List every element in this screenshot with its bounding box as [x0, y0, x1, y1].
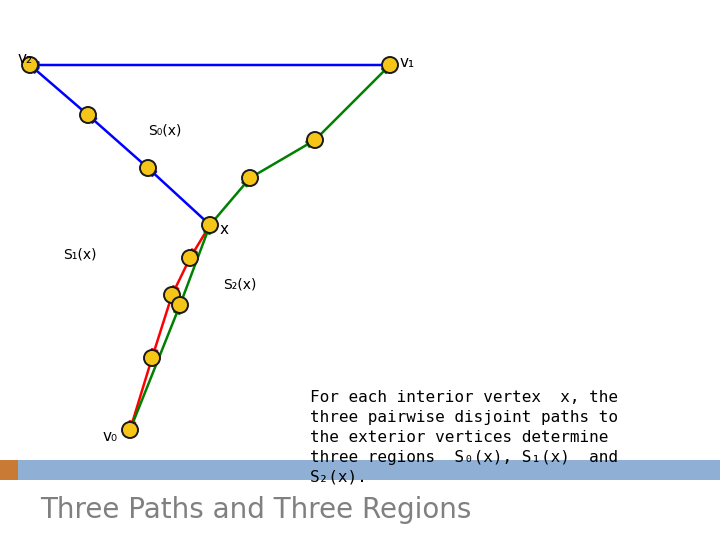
- Text: S₀(x): S₀(x): [148, 123, 181, 137]
- Text: v₂: v₂: [17, 51, 32, 66]
- Circle shape: [122, 422, 138, 438]
- Circle shape: [22, 57, 38, 73]
- Circle shape: [242, 170, 258, 186]
- Circle shape: [172, 297, 188, 313]
- Text: the exterior vertices determine: the exterior vertices determine: [310, 430, 608, 445]
- Circle shape: [144, 350, 160, 366]
- Circle shape: [182, 250, 198, 266]
- Text: S₂(x).: S₂(x).: [310, 470, 368, 485]
- Circle shape: [307, 132, 323, 148]
- Text: S₁(x): S₁(x): [63, 248, 96, 262]
- Text: x: x: [220, 221, 229, 237]
- Text: S₂(x): S₂(x): [223, 278, 257, 292]
- Bar: [0, 460, 720, 480]
- Text: three pairwise disjoint paths to: three pairwise disjoint paths to: [310, 410, 618, 425]
- Text: three regions  S₀(x), S₁(x)  and: three regions S₀(x), S₁(x) and: [310, 450, 618, 465]
- Text: v₁: v₁: [400, 55, 415, 70]
- Circle shape: [80, 107, 96, 123]
- Circle shape: [140, 160, 156, 176]
- Text: For each interior vertex  x, the: For each interior vertex x, the: [310, 390, 618, 405]
- Bar: [0, 460, 18, 480]
- Circle shape: [382, 57, 398, 73]
- Text: v₀: v₀: [103, 429, 118, 444]
- Circle shape: [164, 287, 180, 303]
- Text: Three Paths and Three Regions: Three Paths and Three Regions: [40, 496, 472, 524]
- Circle shape: [202, 217, 218, 233]
